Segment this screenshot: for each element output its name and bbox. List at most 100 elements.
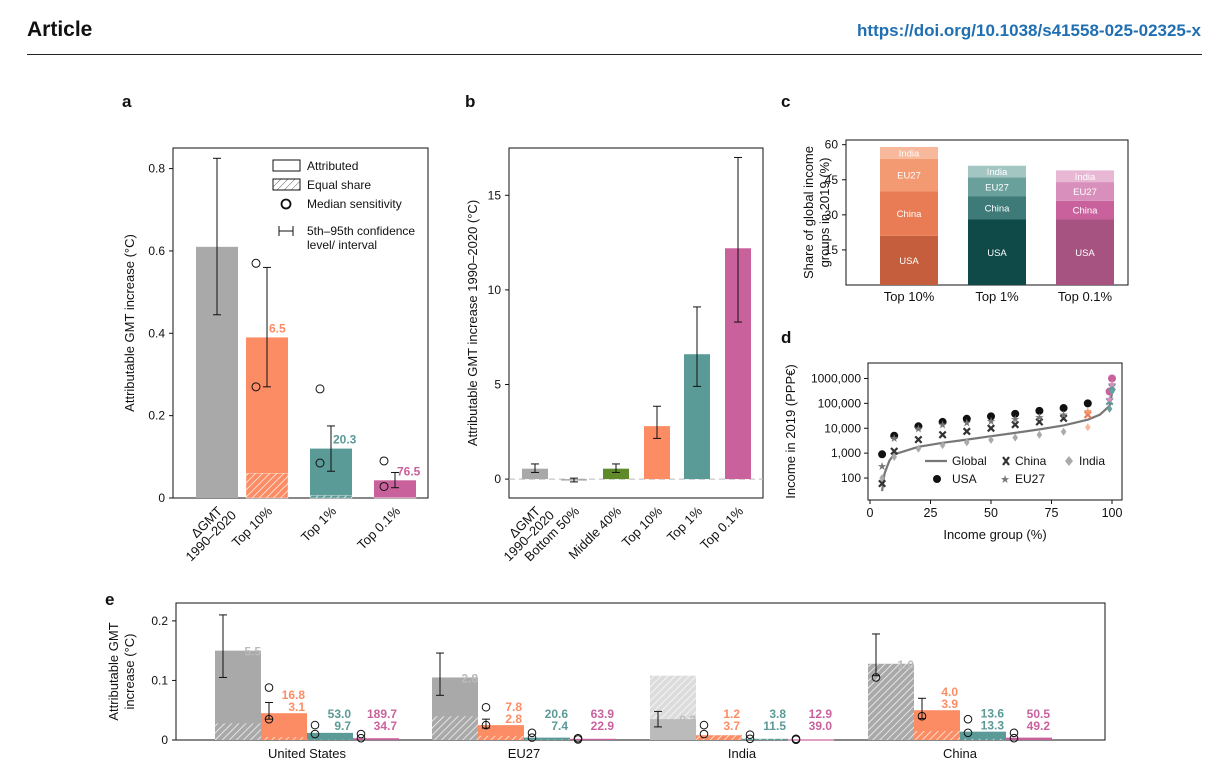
panel-d-india-point <box>915 444 922 453</box>
panel-c-segment <box>968 165 1026 178</box>
panel-d-china-point <box>962 427 971 436</box>
panel-d-china-point <box>878 479 887 488</box>
legend-median-label: Median sensitivity <box>307 197 402 211</box>
panel-a-median-marker <box>315 384 325 394</box>
panel-c-segment-label: China <box>985 203 1011 214</box>
panel-d-eu27-point: ★ <box>1059 410 1069 422</box>
panel-d-china-point <box>914 435 923 444</box>
panel-e-bar <box>1006 737 1052 740</box>
panel-c-segment <box>968 219 1026 285</box>
legend-interval-label-2: level/ interval <box>307 238 377 252</box>
panel-a-category-label: Top 0.1% <box>354 503 403 552</box>
panel-e-equal-share <box>868 663 914 740</box>
legend-equal-share-label: Equal share <box>307 178 371 192</box>
panel-e-equal-share <box>742 738 788 740</box>
panel-d-ylabel: Income in 2019 (PPP€) <box>783 364 798 498</box>
legend-interval-label: 5th–95th confidence <box>307 224 415 238</box>
panel-e-equal-share <box>960 738 1006 740</box>
panel-e-ytick-label: 0.2 <box>151 614 168 628</box>
panel-d-usa-point <box>1011 409 1020 418</box>
panel-d-xtick-label: 75 <box>1045 506 1059 520</box>
panel-d-xtick-label: 0 <box>867 506 874 520</box>
panel-d-eu27-point: ★ <box>986 416 996 428</box>
doi-link[interactable]: https://doi.org/10.1038/s41558-025-02325… <box>857 21 1201 40</box>
panel-d-legend-eu27-swatch: ★ <box>1000 474 1010 486</box>
panel-d-india-point <box>939 441 946 450</box>
panel-d-ytick-label: 1000,000 <box>811 371 861 385</box>
panel-c-segment-label: India <box>987 167 1008 178</box>
panel-c-segment-label: EU27 <box>985 182 1009 193</box>
panel-a-ytick-label: 0.8 <box>148 162 165 176</box>
panel-d-legend-india: India <box>1079 454 1105 468</box>
panel-d-xlabel: Income group (%) <box>943 527 1046 542</box>
panel-a-chart: 0 0.2 0.4 0.6 0.8 Attributable GMT increase (… <box>122 147 429 564</box>
panel-d-usa-point <box>1059 404 1068 413</box>
panel-a-median-marker <box>379 456 389 466</box>
legend-attributed-swatch <box>272 159 301 172</box>
panel-d-eu27-point: ★ <box>1083 406 1093 418</box>
panel-a-ylabel: Attributable GMT increase (°C) <box>122 234 137 412</box>
panel-e-median-marker <box>791 735 801 745</box>
panel-d-usa-point <box>1035 406 1044 415</box>
panel-a-equal-share <box>309 495 353 499</box>
panel-d-china-point <box>1011 420 1020 429</box>
panel-d-india-point <box>1036 430 1043 439</box>
panel-e-value-label: 63.9 <box>591 707 615 721</box>
panel-a-value-label: 6.5 <box>269 321 286 335</box>
panel-d-usa-point <box>890 431 899 440</box>
panel-d-usa-point <box>987 412 995 421</box>
panel-d-india-point <box>964 438 970 447</box>
panel-e-median-marker <box>917 711 927 721</box>
panel-c-segment <box>1056 219 1114 285</box>
panel-e-median-marker <box>1009 728 1019 738</box>
panel-b-label: b <box>465 92 476 111</box>
panel-d-eu27-point: ★ <box>877 461 887 473</box>
panel-e-value-label-bottom: 39.0 <box>809 719 833 733</box>
panel-c-segment-label: USA <box>1075 248 1095 259</box>
panel-d-china-point <box>1035 417 1044 426</box>
panel-d-chart: 0 25 50 75 100 100 1,000 10,000 100,000 1000,000 I… <box>783 362 1123 542</box>
panel-d-legend-china: China <box>1015 454 1047 468</box>
panel-e-value-label-bottom: 7.4 <box>551 719 568 733</box>
panel-c-segment <box>880 147 938 159</box>
panel-e-bar <box>960 731 1006 740</box>
panel-e-group-label: China <box>943 746 978 761</box>
panel-e-value-label: 50.5 <box>1027 707 1051 721</box>
panel-e-value-label: 1.0 <box>897 658 914 672</box>
panel-d-eu27-point: ★ <box>913 423 923 435</box>
legend-equal-share-swatch <box>272 178 301 191</box>
panel-b-category-label: Top 0.1% <box>697 503 746 552</box>
panel-a-category-label: Top 10% <box>229 503 276 550</box>
panel-e-median-marker <box>481 702 491 712</box>
panel-c-segment-label: USA <box>899 256 919 267</box>
panel-e-median-marker <box>699 720 709 730</box>
panel-b-chart: 0 5 10 15 Attributable GMT increase 1990–202… <box>465 147 764 564</box>
panel-e-value-label: 16.8 <box>282 688 306 702</box>
panel-e-label: e <box>105 590 115 609</box>
panel-d-ytick-label: 1,000 <box>831 446 861 460</box>
panel-d-label: d <box>781 328 792 347</box>
panel-d-china-point <box>1083 410 1092 419</box>
panel-e-value-label: 189.7 <box>367 707 397 721</box>
panel-c-category-label: Top 1% <box>975 289 1019 304</box>
panel-d-eu27-point: ★ <box>889 433 899 445</box>
panel-a-ytick-label: 0.6 <box>148 244 165 258</box>
panel-b-bar <box>603 468 629 480</box>
panel-e-value-label-bottom: 49.2 <box>1027 719 1051 733</box>
panel-d-eu27-point: ★ <box>1107 379 1117 391</box>
panel-a-bar <box>374 480 416 498</box>
panel-d-china-point <box>1105 397 1114 406</box>
panel-b-frame <box>508 147 764 499</box>
panel-e-ytick-label: 0.1 <box>151 673 168 687</box>
panel-c-segment-label: USA <box>987 248 1007 259</box>
panel-e-value-label-bottom: 22.9 <box>591 719 615 733</box>
panel-c-segment <box>880 235 938 285</box>
panel-e-bar <box>261 713 307 740</box>
panel-d-legend-usa-swatch <box>933 475 941 483</box>
panel-e-value-label: 7.8 <box>505 700 522 714</box>
panel-d-legend-india-swatch <box>1065 456 1073 466</box>
panel-c-category-label: Top 0.1% <box>1058 289 1113 304</box>
panel-d-usa-point <box>938 417 947 426</box>
panel-d-legend-global: Global <box>952 454 987 468</box>
